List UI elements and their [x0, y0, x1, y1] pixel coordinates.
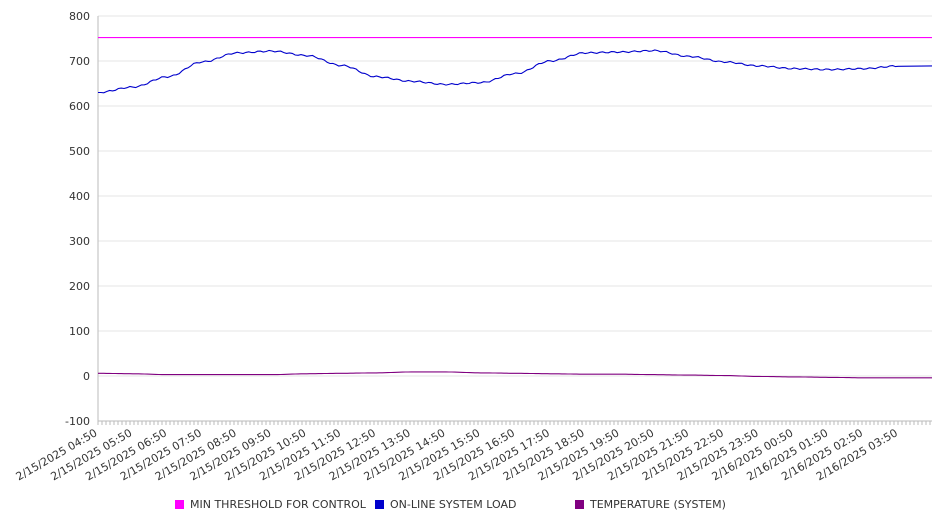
legend-swatch-temperature	[575, 500, 584, 509]
y-tick-label: 100	[69, 325, 90, 338]
y-tick-label: 800	[69, 10, 90, 23]
series-lines	[98, 37, 933, 379]
legend-item-system-load: ON-LINE SYSTEM LOAD	[375, 498, 516, 511]
x-axis-ticks: 2/15/2025 04:502/15/2025 05:502/15/2025 …	[14, 426, 900, 483]
series-line-2	[98, 371, 932, 379]
legend-label-system-load: ON-LINE SYSTEM LOAD	[390, 498, 517, 511]
grid-lines	[98, 15, 932, 422]
y-tick-label: 0	[83, 370, 90, 383]
y-axis-ticks: -100 0 100 200 300 400 500 600 700 800	[65, 10, 90, 428]
y-tick-label: 300	[69, 235, 90, 248]
legend-label-temperature: TEMPERATURE (SYSTEM)	[590, 498, 726, 511]
legend-item-min-threshold: MIN THRESHOLD FOR CONTROL	[175, 498, 366, 511]
legend-swatch-min-threshold	[175, 500, 184, 509]
y-tick-label: 200	[69, 280, 90, 293]
y-tick-label: 400	[69, 190, 90, 203]
y-tick-label: 500	[69, 145, 90, 158]
y-tick-label: -100	[65, 415, 90, 428]
legend-item-temperature: TEMPERATURE (SYSTEM)	[575, 498, 726, 511]
y-tick-label: 700	[69, 55, 90, 68]
series-line-1	[98, 49, 933, 94]
legend-label-min-threshold: MIN THRESHOLD FOR CONTROL	[190, 498, 366, 511]
y-tick-label: 600	[69, 100, 90, 113]
axes	[97, 16, 932, 425]
chart-legend: MIN THRESHOLD FOR CONTROL ON-LINE SYSTEM…	[0, 498, 946, 514]
legend-swatch-system-load	[375, 500, 384, 509]
